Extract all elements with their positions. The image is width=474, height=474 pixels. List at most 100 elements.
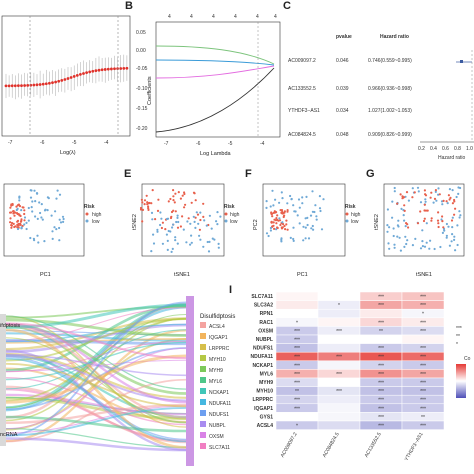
panel-i-row-label: SLC7A11	[251, 294, 273, 300]
panel-d-point	[23, 216, 27, 219]
panel-e-point	[171, 247, 174, 250]
panel-g-point	[423, 245, 427, 248]
panel-g-point	[388, 226, 391, 229]
panel-h-flow	[5, 405, 187, 434]
panel-f-point	[289, 194, 292, 198]
panel-g-point	[458, 216, 461, 219]
panel-h-legend-label: OXSM	[209, 434, 224, 440]
panel-b-ytick: -0.10	[136, 86, 148, 92]
panel-f-point	[302, 239, 305, 242]
panel-f-legend-high-swatch	[345, 212, 349, 216]
panel-i-heatmap: SLC7A11 SLC3A2 RPN1 RAC1 OXSM NUBPL NDUFS1 NDUF…	[250, 291, 471, 462]
panel-g-point	[423, 217, 426, 220]
panel-h-flow	[5, 329, 187, 390]
panel-e-point	[187, 217, 190, 220]
panel-g-point	[402, 214, 405, 217]
panel-f-point	[296, 214, 299, 217]
panel-e-point	[181, 215, 184, 218]
panel-i-row-label: LRPPRC	[252, 397, 273, 403]
panel-d-point	[58, 239, 61, 242]
panel-b-xlabel: Log Lambda	[200, 151, 232, 157]
panel-f-point	[271, 225, 274, 228]
panel-letter-c: C	[283, 0, 291, 12]
panel-f-point	[279, 209, 282, 212]
panel-e-point	[208, 240, 211, 243]
panel-g-xlabel: tSNE1	[416, 272, 432, 278]
panel-e-point	[195, 211, 198, 214]
panel-d-point	[29, 196, 33, 199]
panel-e-point	[202, 215, 205, 218]
panel-e-point	[147, 208, 150, 211]
panel-f-point	[282, 215, 285, 219]
panel-i-col-label: YTHDF3−AS1	[404, 431, 425, 462]
panel-e-point	[166, 217, 170, 220]
panel-a-point	[32, 83, 36, 87]
panel-f-point	[276, 214, 279, 217]
panel-e-point	[198, 228, 201, 231]
panel-d-point	[19, 214, 22, 218]
panel-c-axis-tick: 0.8	[454, 146, 461, 152]
panel-e-point	[173, 201, 176, 204]
panel-d-point	[23, 219, 26, 222]
panel-g-point	[454, 249, 457, 252]
panel-g-point	[439, 245, 442, 249]
panel-a-point	[125, 66, 129, 70]
panel-g-point	[445, 222, 448, 226]
panel-f-legend-low-swatch	[345, 219, 349, 223]
panel-e-point	[186, 220, 189, 223]
panel-e-point	[182, 228, 185, 231]
panel-i-colorbar	[456, 364, 466, 398]
panel-g-point	[425, 241, 428, 244]
panel-a-cv-plot: -7 -6 -5 -4 Log(λ)	[1, 15, 131, 156]
panel-g-point	[448, 244, 451, 247]
panel-h-legend: ACSL4 IQGAP1 LRPPRC MYH10 MYH9 MYL6 NCKAP1 NDUF…	[200, 322, 231, 451]
panel-b-toptick: 4	[256, 14, 259, 20]
panel-d-point	[25, 221, 28, 224]
panel-h-legend-label: NCKAP1	[209, 390, 229, 396]
panel-a-point	[72, 75, 76, 78]
panel-d-point	[27, 219, 30, 222]
panel-a-point	[10, 84, 14, 88]
panel-b-ylabel: Coefficients	[147, 76, 153, 105]
panel-f-point	[315, 218, 318, 221]
panel-h-flow	[5, 341, 187, 381]
panel-f-point	[318, 207, 322, 210]
panel-i-cell-stars: *	[338, 303, 340, 309]
panel-f-point	[311, 190, 314, 193]
panel-g-point	[450, 240, 453, 243]
panel-d-point	[15, 208, 18, 212]
panel-a-point	[51, 81, 54, 85]
panel-g-point	[446, 202, 449, 205]
panel-h-legend-title: Disulfidptosis	[200, 314, 235, 320]
panel-c-col-hr: Hazard ratio	[380, 34, 409, 40]
panel-h-legend-label: ACSL4	[209, 324, 225, 330]
panel-b-ytick: -0.15	[136, 106, 148, 112]
panel-i-cell-stars: ***	[420, 329, 426, 335]
panel-g-point	[450, 219, 454, 222]
panel-d-legend-low: low	[92, 219, 100, 225]
panel-h-flow	[5, 315, 187, 390]
panel-f-point	[282, 212, 285, 215]
panel-d-point	[25, 227, 28, 231]
panel-i-cells: *** **** *** ***** *** ****** *** ** ********* **…	[275, 291, 445, 430]
panel-d-point	[59, 221, 63, 224]
panel-e-point	[160, 226, 163, 230]
panel-f-point	[304, 217, 307, 220]
panel-i-cell-stars: ***	[378, 303, 384, 309]
panel-f-point	[315, 215, 318, 218]
panel-f-point	[307, 237, 311, 240]
panel-a-error-bars	[5, 54, 128, 100]
panel-h-legend-swatch	[200, 366, 206, 372]
panel-e-legend-low: low	[230, 219, 238, 225]
panel-b-toptick: 4	[234, 14, 237, 20]
panel-i-row-label: NUBPL	[256, 337, 273, 343]
panel-g-point	[442, 226, 445, 229]
panel-b-toptick: 4	[190, 14, 193, 20]
panel-b-ytick: -0.05	[136, 66, 148, 72]
panel-c-col-pvalue: pvalue	[336, 34, 352, 40]
panel-g-point	[430, 217, 433, 220]
panel-b-xtick: -7	[164, 141, 169, 147]
panel-f-point	[319, 209, 322, 213]
panel-g-point	[414, 237, 417, 240]
panel-c-hr: 0.746(0.559~0.995)	[368, 58, 412, 64]
